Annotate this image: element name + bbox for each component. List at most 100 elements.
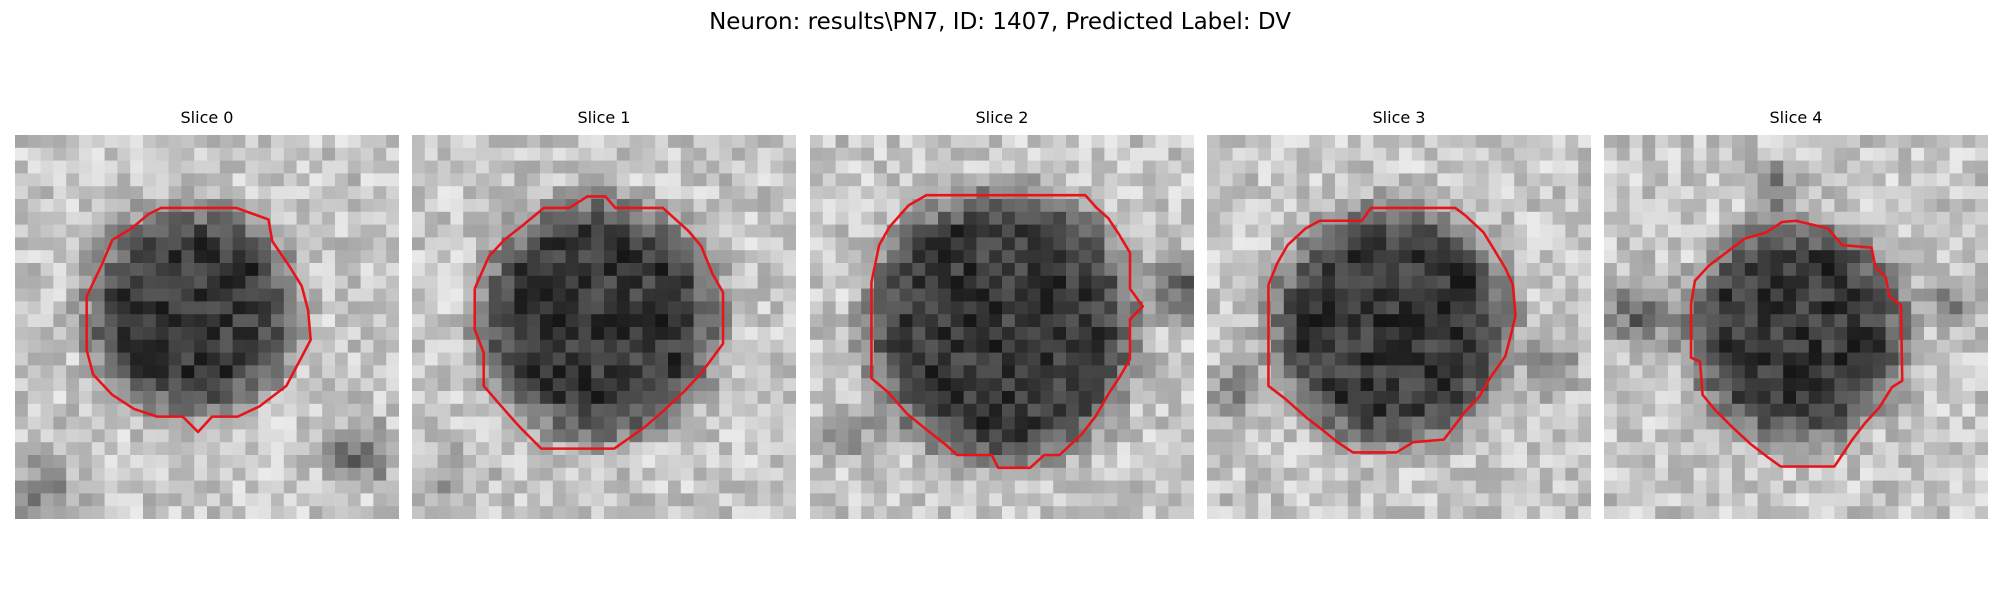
pixel — [744, 403, 758, 417]
pixel — [1514, 224, 1528, 238]
pixel — [1757, 135, 1771, 149]
pixel — [1271, 455, 1285, 469]
pixel — [1757, 173, 1771, 187]
pixel — [1014, 365, 1028, 379]
pixel — [976, 186, 990, 200]
pixel — [1142, 455, 1156, 469]
pixel — [861, 506, 875, 519]
pixel — [1975, 391, 1988, 405]
pixel — [322, 480, 336, 494]
pixel — [1898, 224, 1912, 238]
pixel — [1565, 416, 1579, 430]
pixel — [117, 250, 131, 264]
pixel — [1872, 480, 1886, 494]
pixel — [1783, 314, 1797, 328]
pixel — [1911, 365, 1925, 379]
pixel — [591, 391, 605, 405]
pixel — [40, 416, 54, 430]
pixel — [1796, 416, 1810, 430]
pixel — [835, 314, 849, 328]
pixel — [1309, 352, 1323, 366]
pixel — [810, 314, 824, 328]
pixel — [1386, 378, 1400, 392]
pixel — [424, 352, 438, 366]
pixel — [347, 442, 361, 456]
pixel — [540, 237, 554, 251]
pixel — [848, 493, 862, 507]
pixel — [1834, 467, 1848, 481]
pixel — [706, 173, 720, 187]
pixel — [53, 352, 67, 366]
pixel — [1488, 314, 1502, 328]
pixel — [476, 211, 490, 225]
pixel — [552, 237, 566, 251]
pixel — [989, 352, 1003, 366]
pixel — [1578, 352, 1591, 366]
pixel — [155, 263, 169, 277]
pixel — [1924, 301, 1938, 315]
pixel — [1424, 467, 1438, 481]
pixel — [437, 391, 451, 405]
pixel — [347, 327, 361, 341]
pixel — [950, 224, 964, 238]
pixel — [488, 416, 502, 430]
pixel — [783, 301, 796, 315]
pixel — [1539, 365, 1553, 379]
pixel — [950, 250, 964, 264]
pixel — [1924, 199, 1938, 213]
pixel — [989, 186, 1003, 200]
pixel — [1757, 391, 1771, 405]
pixel — [1283, 467, 1297, 481]
pixel — [181, 327, 195, 341]
pixel — [950, 429, 964, 443]
pixel — [335, 506, 349, 519]
pixel — [706, 186, 720, 200]
pixel — [1629, 250, 1643, 264]
pixel — [732, 263, 746, 277]
pixel — [1744, 288, 1758, 302]
pixel — [1834, 455, 1848, 469]
pixel — [848, 224, 862, 238]
pixel — [143, 506, 157, 519]
pixel — [476, 455, 490, 469]
pixel — [1232, 365, 1246, 379]
pixel — [1245, 403, 1259, 417]
pixel — [104, 275, 118, 289]
pixel — [976, 199, 990, 213]
pixel — [53, 327, 67, 341]
pixel — [194, 263, 208, 277]
pixel — [565, 301, 579, 315]
pixel — [1808, 275, 1822, 289]
pixel — [424, 378, 438, 392]
pixel — [1130, 160, 1144, 174]
pixel — [732, 135, 746, 149]
pixel — [1245, 199, 1259, 213]
pixel — [322, 186, 336, 200]
pixel — [886, 403, 900, 417]
pixel — [424, 199, 438, 213]
pixel — [578, 352, 592, 366]
pixel — [925, 199, 939, 213]
pixel — [822, 147, 836, 161]
pixel — [1821, 275, 1835, 289]
pixel — [1847, 378, 1861, 392]
pixel — [1142, 211, 1156, 225]
pixel — [1770, 275, 1784, 289]
pixel — [1411, 339, 1425, 353]
pixel — [450, 391, 464, 405]
pixel — [1962, 211, 1976, 225]
pixel — [245, 237, 259, 251]
pixel — [1693, 250, 1707, 264]
pixel — [668, 416, 682, 430]
pixel — [386, 301, 399, 315]
pixel — [1924, 455, 1938, 469]
pixel — [463, 250, 477, 264]
pixel — [258, 224, 272, 238]
pixel — [1578, 378, 1591, 392]
pixel — [271, 493, 285, 507]
pixel — [1757, 467, 1771, 481]
pixel — [1219, 352, 1233, 366]
pixel — [271, 429, 285, 443]
pixel — [540, 378, 554, 392]
pixel — [1885, 250, 1899, 264]
